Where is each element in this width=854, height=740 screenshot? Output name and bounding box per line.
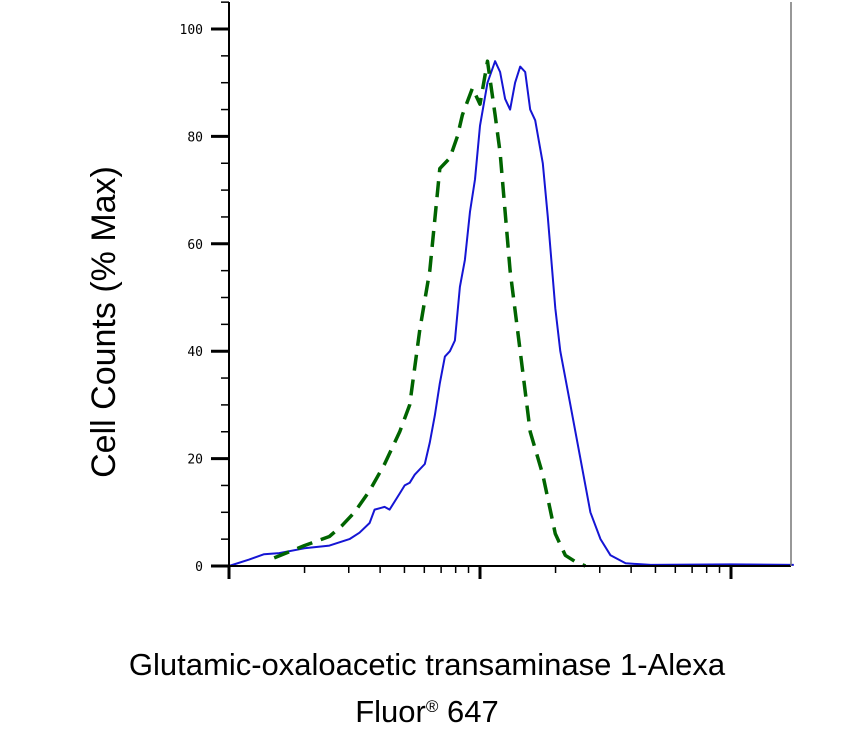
series-lines: [228, 59, 794, 568]
y-tick-label: 100: [180, 23, 203, 38]
x-axis-title-line1: Glutamic-oxaloacetic transaminase 1-Alex…: [128, 647, 726, 682]
y-axis-title: Cell Counts (% Max): [85, 166, 123, 478]
y-tick-label: 60: [187, 238, 203, 253]
y-axis-ticks: 0 20 40 60 80 100: [180, 1, 229, 575]
y-tick-label: 40: [187, 345, 203, 360]
dashed-series-line: [273, 59, 587, 568]
y-tick-label: 80: [187, 130, 203, 145]
x-axis-title-fluor: Fluor: [355, 694, 426, 729]
y-tick-label: 20: [187, 453, 203, 468]
y-tick-label: 0: [195, 560, 203, 575]
x-axis-ticks: [227, 566, 733, 579]
x-axis-title-suffix: 647: [438, 694, 499, 729]
registered-mark: ®: [425, 697, 439, 716]
solid-series-line: [228, 60, 794, 567]
x-axis-title-line2: Fluor® 647: [0, 688, 854, 731]
